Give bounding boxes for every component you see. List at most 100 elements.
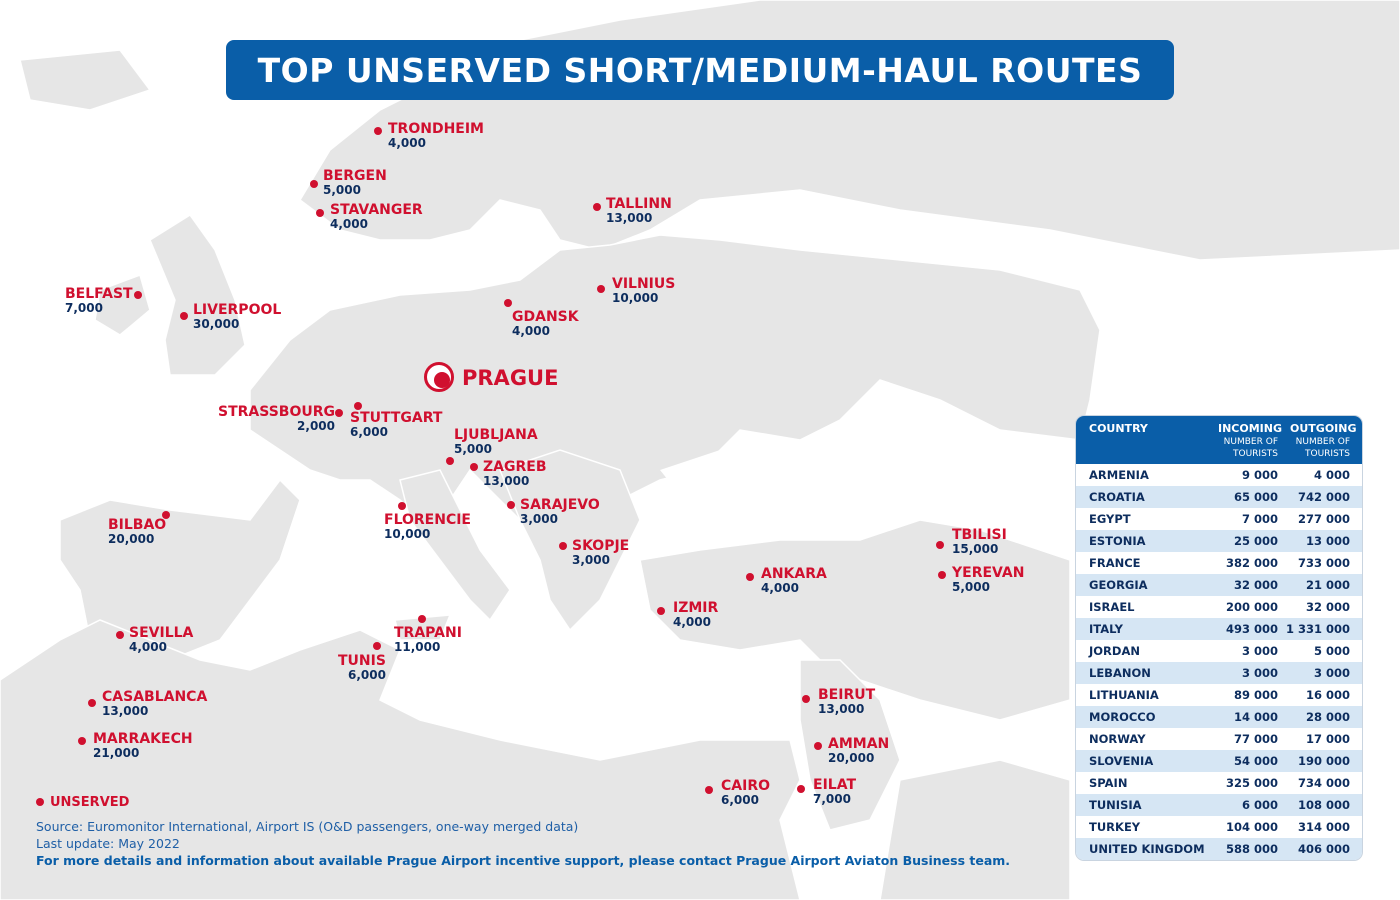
unserved-dot-icon	[310, 180, 318, 188]
city-name: CAIRO	[721, 778, 770, 794]
outgoing-cell: 21 000	[1305, 578, 1350, 592]
city-name: BEIRUT	[818, 687, 876, 703]
country-cell: FRANCE	[1089, 556, 1141, 570]
outgoing-cell: 1 331 000	[1285, 622, 1350, 636]
city-name: ANKARA	[761, 566, 827, 582]
unserved-dot-icon	[597, 285, 605, 293]
country-cell: NORWAY	[1089, 732, 1146, 746]
table-row: GEORGIA 32 000 21 000	[1076, 574, 1362, 596]
incoming-cell: 77 000	[1233, 732, 1278, 746]
city-passengers: 13,000	[818, 702, 865, 716]
city-passengers: 6,000	[347, 668, 386, 682]
city-passengers: 5,000	[454, 442, 492, 456]
city-name: LJUBLJANA	[454, 427, 538, 443]
table-row: ITALY 493 000 1 331 000	[1076, 618, 1362, 640]
table-row: TUNISIA 6 000 108 000	[1076, 794, 1362, 816]
unserved-dot-icon	[180, 312, 188, 320]
city-passengers: 7,000	[65, 301, 103, 315]
city-name: LIVERPOOL	[193, 302, 282, 318]
col-outgoing-sub: NUMBER OF TOURISTS	[1295, 437, 1350, 459]
table-body: ARMENIA 9 000 4 000 CROATIA 65 000 742 000 EGY…	[1076, 464, 1362, 860]
outgoing-cell: 28 000	[1305, 710, 1350, 724]
country-cell: JORDAN	[1089, 644, 1140, 658]
city-name: ZAGREB	[483, 459, 547, 475]
unserved-dot-icon	[78, 737, 86, 745]
table-row: TURKEY 104 000 314 000	[1076, 816, 1362, 838]
city-passengers: 21,000	[93, 746, 140, 760]
legend-label: UNSERVED	[50, 795, 130, 810]
city-name: TBILISI	[952, 527, 1007, 543]
incoming-cell: 3 000	[1241, 666, 1278, 680]
outgoing-cell: 277 000	[1297, 512, 1350, 526]
table-row: ESTONIA 25 000 13 000	[1076, 530, 1362, 552]
incoming-cell: 54 000	[1233, 754, 1278, 768]
city-passengers: 5,000	[952, 580, 990, 594]
unserved-dot-icon	[593, 203, 601, 211]
unserved-dot-icon	[802, 695, 810, 703]
city-passengers: 30,000	[193, 317, 240, 331]
outgoing-cell: 5 000	[1313, 644, 1350, 658]
outgoing-cell: 742 000	[1297, 490, 1350, 504]
title-banner: TOP UNSERVED SHORT/MEDIUM-HAUL ROUTES	[226, 40, 1174, 100]
incoming-cell: 25 000	[1233, 534, 1278, 548]
city-passengers: 13,000	[606, 211, 653, 225]
incoming-cell: 7 000	[1241, 512, 1278, 526]
outgoing-cell: 4 000	[1313, 468, 1350, 482]
outgoing-cell: 17 000	[1305, 732, 1350, 746]
country-cell: GEORGIA	[1089, 578, 1148, 592]
city-passengers: 13,000	[483, 474, 530, 488]
contact-line: For more details and information about a…	[36, 853, 1011, 868]
city-name: YEREVAN	[952, 565, 1025, 581]
incoming-cell: 200 000	[1225, 600, 1278, 614]
city-name: MARRAKECH	[93, 731, 193, 747]
city-passengers: 2,000	[297, 419, 335, 433]
city-passengers: 6,000	[350, 425, 388, 439]
city-passengers: 4,000	[388, 136, 426, 150]
city-name: SARAJEVO	[520, 497, 600, 513]
country-cell: CROATIA	[1089, 490, 1145, 504]
country-cell: LITHUANIA	[1089, 688, 1159, 702]
table-row: LEBANON 3 000 3 000	[1076, 662, 1362, 684]
city-passengers: 10,000	[384, 527, 431, 541]
unserved-dot-icon	[797, 785, 805, 793]
city-name: TALLINN	[606, 196, 672, 212]
city-name: BILBAO	[108, 517, 167, 533]
country-cell: EGYPT	[1089, 512, 1131, 526]
country-cell: ESTONIA	[1089, 534, 1146, 548]
city-passengers: 11,000	[394, 640, 441, 654]
outgoing-cell: 190 000	[1297, 754, 1350, 768]
outgoing-cell: 406 000	[1297, 842, 1350, 856]
incoming-cell: 65 000	[1233, 490, 1278, 504]
city-name: SKOPJE	[572, 538, 630, 554]
incoming-cell: 9 000	[1241, 468, 1278, 482]
unserved-dot-icon	[470, 463, 478, 471]
unserved-dot-icon	[938, 571, 946, 579]
unserved-dot-icon	[746, 573, 754, 581]
city-name: TRONDHEIM	[388, 121, 484, 137]
unserved-dot-icon	[36, 798, 44, 806]
incoming-cell: 588 000	[1225, 842, 1278, 856]
city-passengers: 13,000	[102, 704, 149, 718]
col-country: COUNTRY	[1089, 422, 1148, 435]
outgoing-cell: 314 000	[1297, 820, 1350, 834]
country-cell: UNITED KINGDOM	[1089, 842, 1205, 856]
city-passengers: 5,000	[323, 183, 361, 197]
country-cell: ITALY	[1089, 622, 1123, 636]
tourist-table: COUNTRY INCOMING OUTGOING NUMBER OF TOUR…	[1076, 416, 1362, 860]
country-cell: TURKEY	[1089, 820, 1141, 834]
city-name: SEVILLA	[129, 625, 194, 641]
city-name: AMMAN	[828, 736, 890, 752]
incoming-cell: 6 000	[1241, 798, 1278, 812]
city-name: VILNIUS	[612, 276, 676, 292]
table-row: EGYPT 7 000 277 000	[1076, 508, 1362, 530]
city-passengers: 10,000	[612, 291, 659, 305]
city-passengers: 4,000	[129, 640, 167, 654]
city-name: CASABLANCA	[102, 689, 208, 705]
col-incoming-sub: NUMBER OF TOURISTS	[1223, 437, 1278, 459]
city-passengers: 4,000	[761, 581, 799, 595]
city-name: TUNIS	[338, 653, 386, 669]
col-outgoing: OUTGOING	[1290, 422, 1357, 435]
city-name: TRAPANI	[394, 625, 462, 641]
table-header: COUNTRY INCOMING OUTGOING NUMBER OF TOUR…	[1076, 416, 1362, 464]
table-row: CROATIA 65 000 742 000	[1076, 486, 1362, 508]
